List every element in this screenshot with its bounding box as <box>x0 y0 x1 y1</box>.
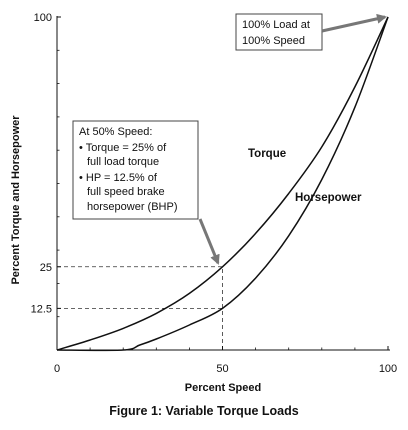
series-lines <box>56 16 389 352</box>
axis-ticks: 0 50 100 12.5 25 100 <box>31 12 398 375</box>
y-axis-title: Percent Torque and Horsepower <box>10 115 22 285</box>
half-speed-callout-line-6: horsepower (BHP) <box>87 201 177 213</box>
half-speed-callout: At 50% Speed: • Torque = 25% of full loa… <box>72 120 220 265</box>
y-tick-label-100: 100 <box>34 12 52 24</box>
horsepower-curve <box>56 16 389 352</box>
full-load-callout-line-2: 100% Speed <box>242 35 305 47</box>
half-speed-callout-line-4: • HP = 12.5% of <box>79 172 158 184</box>
half-speed-callout-line-2: • Torque = 25% of <box>79 142 167 154</box>
torque-series-label: Torque <box>248 148 286 160</box>
half-speed-callout-arrow <box>198 218 220 265</box>
figure-caption: Figure 1: Variable Torque Loads <box>109 404 299 418</box>
x-tick-label-100: 100 <box>379 363 397 375</box>
half-speed-callout-line-5: full speed brake <box>87 186 165 198</box>
half-speed-callout-line-1: At 50% Speed: <box>79 126 152 138</box>
y-tick-label-25: 25 <box>40 262 52 274</box>
half-speed-callout-line-3: full load torque <box>87 156 159 168</box>
full-load-callout: 100% Load at 100% Speed <box>235 13 387 51</box>
reference-lines <box>57 266 223 350</box>
x-tick-label-50: 50 <box>216 363 228 375</box>
y-tick-label-12.5: 12.5 <box>31 303 52 315</box>
torque-curve <box>56 16 389 351</box>
full-load-callout-arrow <box>321 13 387 33</box>
full-load-callout-box <box>235 13 323 51</box>
x-axis-title: Percent Speed <box>185 382 261 394</box>
half-speed-callout-box <box>72 120 199 220</box>
horsepower-series-label: Horsepower <box>295 192 362 204</box>
x-tick-label-0: 0 <box>54 363 60 375</box>
full-load-callout-line-1: 100% Load at <box>242 19 310 31</box>
